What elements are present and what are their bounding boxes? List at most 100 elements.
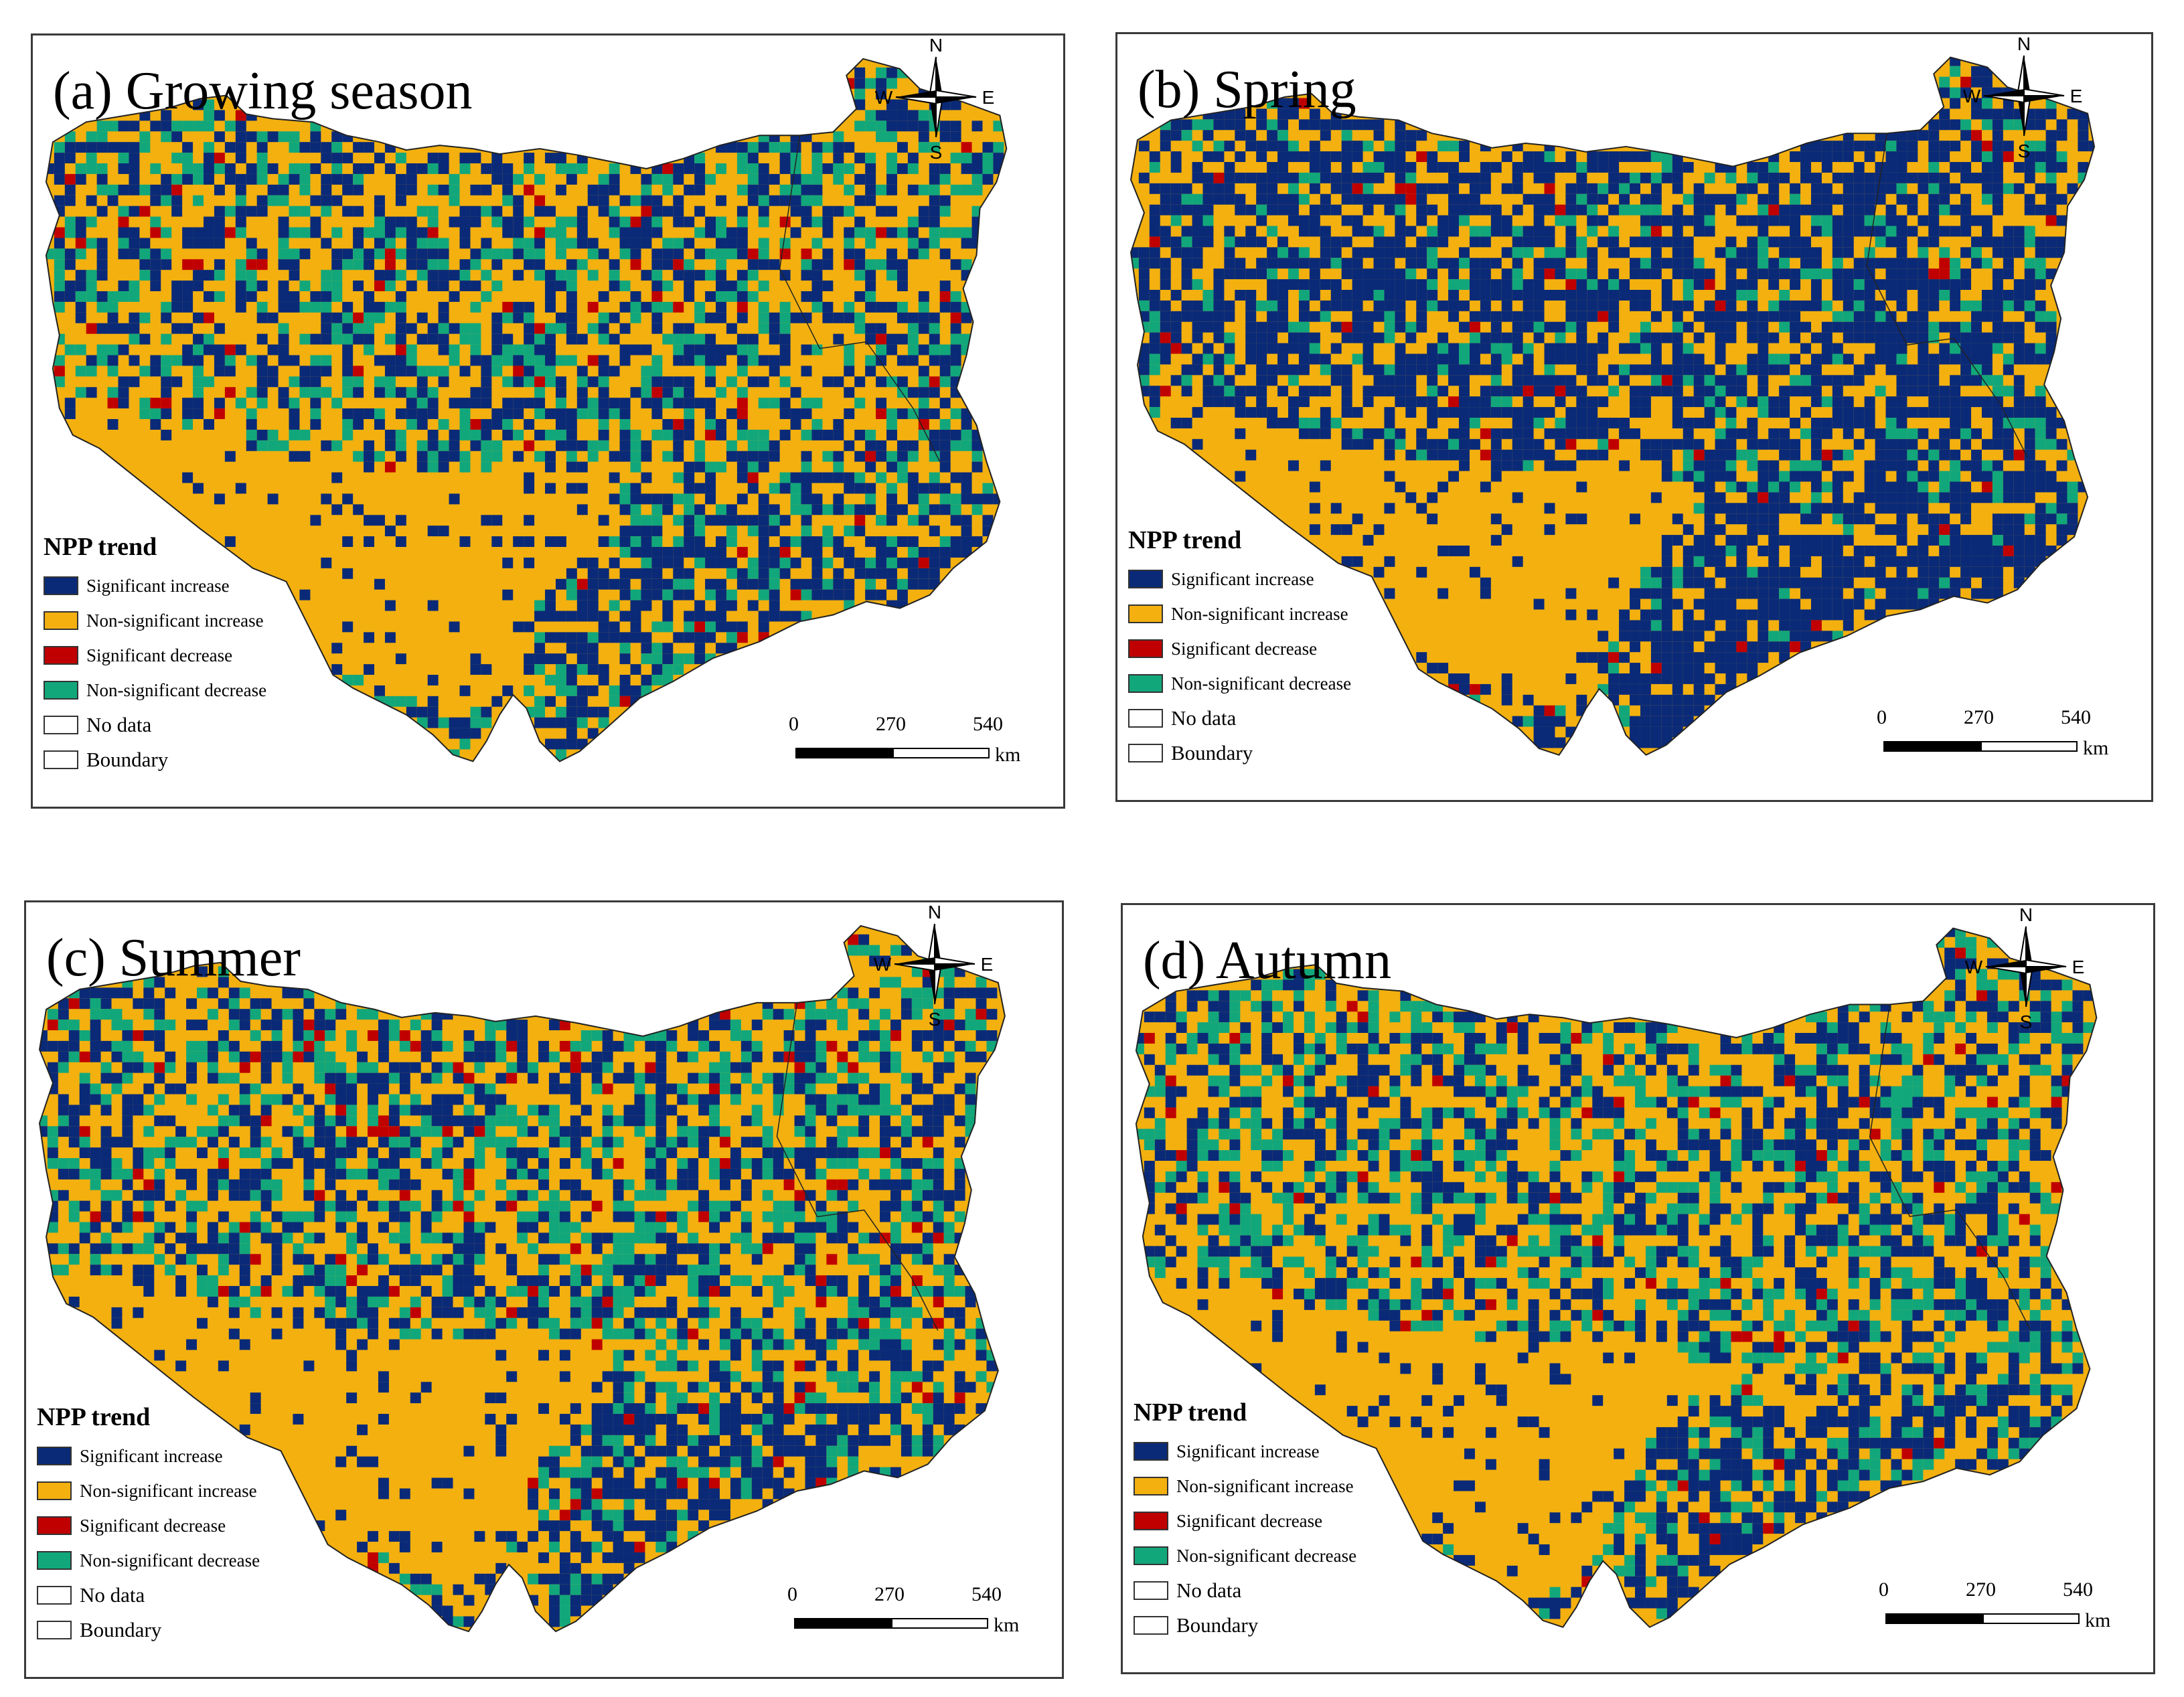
- scale-tick-label: 0: [789, 713, 799, 735]
- legend-label: Boundary: [1176, 1613, 1259, 1637]
- legend-title: NPP trend: [1134, 1398, 1247, 1427]
- scale-tick-label: 540: [2063, 1579, 2093, 1601]
- legend-label: No data: [1176, 1579, 1242, 1602]
- legend-label: Significant increase: [1176, 1441, 1320, 1461]
- scale-tick-label: 540: [2061, 706, 2091, 728]
- scale-bar: 0 270 540 km: [781, 1583, 1035, 1650]
- npp-trend-map: [1129, 56, 2096, 756]
- legend-item: Significant decrease: [44, 643, 331, 667]
- scale-unit: km: [995, 744, 1021, 766]
- scale-segment: [1885, 1613, 1982, 1624]
- legend-swatch: [37, 1621, 72, 1639]
- legend-label: No data: [1171, 706, 1237, 730]
- scale-segment: [891, 1618, 988, 1629]
- legend-label: Significant increase: [80, 1446, 223, 1466]
- panel-title: (d) Autumn: [1143, 931, 1392, 990]
- legend-swatch: [1128, 639, 1163, 658]
- legend-swatch: [37, 1481, 72, 1500]
- compass-label-n: N: [2019, 904, 2033, 925]
- legend-label: Significant increase: [86, 576, 230, 596]
- legend-swatch: [1134, 1546, 1168, 1565]
- panel-title: (a) Growing season: [53, 62, 473, 120]
- map-panel-spring: (b) Spring N S W E NPP trend Significant inc…: [1115, 32, 2153, 802]
- legend-item: Significant increase: [37, 1444, 325, 1468]
- internal-boundary: [1869, 1004, 2031, 1329]
- legend-swatch: [1128, 744, 1163, 762]
- scale-segment: [892, 748, 990, 758]
- legend-label: No data: [80, 1583, 145, 1607]
- legend-swatch: [44, 750, 78, 769]
- north-arrow-icon: N S W E: [1959, 904, 2093, 1034]
- panel-title: (b) Spring: [1138, 60, 1356, 119]
- legend-item: Significant decrease: [37, 1514, 325, 1538]
- legend-swatch: [1134, 1616, 1168, 1635]
- legend-label: Boundary: [80, 1618, 162, 1641]
- compass-label-w: W: [1963, 86, 1981, 106]
- legend: NPP trend Significant increase Non-signifi…: [1124, 526, 1412, 793]
- legend-label: Boundary: [86, 748, 169, 771]
- legend-label: Significant decrease: [1176, 1511, 1323, 1531]
- legend-title: NPP trend: [44, 533, 157, 561]
- legend-swatch: [1134, 1581, 1168, 1600]
- scale-unit: km: [2083, 737, 2109, 759]
- scale-tick-label: 270: [874, 1583, 905, 1605]
- compass-label-s: S: [929, 1009, 941, 1030]
- legend: NPP trend Significant increase Non-signifi…: [33, 1402, 321, 1670]
- legend-item: Non-significant increase: [37, 1479, 325, 1503]
- legend: NPP trend Significant increase Non-signifi…: [1129, 1398, 1417, 1666]
- compass-label-w: W: [875, 87, 893, 108]
- legend-title: NPP trend: [1128, 526, 1242, 554]
- scale-unit: km: [2085, 1609, 2111, 1631]
- legend-label: Non-significant increase: [86, 611, 264, 631]
- map-panel-growing-season: (a) Growing season N S W E NPP trend Signifi…: [31, 33, 1065, 809]
- legend-swatch: [1134, 1512, 1168, 1530]
- legend-label: Non-significant increase: [80, 1481, 257, 1501]
- map-panel-autumn: (d) Autumn N S W E NPP trend Significant inc…: [1121, 903, 2155, 1674]
- legend-label: Boundary: [1171, 741, 1253, 764]
- legend-item: Non-significant decrease: [1134, 1544, 1421, 1568]
- region-boundary: [1129, 56, 2096, 756]
- legend-item: No data: [37, 1583, 325, 1607]
- legend-swatch: [44, 611, 78, 630]
- north-arrow-icon: N S W E: [1957, 33, 2091, 163]
- compass-label-s: S: [2018, 141, 2031, 161]
- region-boundary: [38, 924, 1006, 1633]
- legend-swatch: [44, 646, 78, 665]
- legend-swatch: [44, 681, 78, 700]
- scale-bar: 0 270 540 km: [1870, 706, 2124, 773]
- compass-label-e: E: [981, 954, 994, 975]
- scale-segment: [795, 748, 892, 758]
- legend-swatch: [1128, 604, 1163, 623]
- legend-label: Significant decrease: [86, 645, 233, 665]
- legend-item: Boundary: [37, 1618, 325, 1642]
- compass-label-w: W: [874, 954, 892, 975]
- compass-label-s: S: [930, 142, 943, 163]
- scale-segment: [794, 1618, 891, 1629]
- legend-item: Boundary: [1128, 741, 1416, 765]
- legend: NPP trend Significant increase Non-signifi…: [40, 532, 327, 800]
- scale-unit: km: [994, 1614, 1020, 1636]
- legend-swatch: [44, 716, 78, 734]
- legend-item: Significant increase: [44, 574, 331, 598]
- legend-swatch: [1128, 674, 1163, 693]
- legend-item: Significant increase: [1134, 1439, 1421, 1463]
- scale-bar: 0 270 540 km: [782, 713, 1036, 780]
- compass-label-n: N: [2017, 33, 2031, 54]
- scale-segment: [1982, 1613, 2080, 1624]
- compass-label-e: E: [2070, 86, 2083, 106]
- legend-item: Boundary: [1134, 1613, 1421, 1637]
- north-arrow-icon: N S W E: [868, 902, 1002, 1031]
- legend-item: Significant decrease: [1128, 637, 1416, 661]
- scale-tick-label: 0: [1879, 1579, 1889, 1601]
- legend-item: Non-significant decrease: [44, 678, 331, 702]
- legend-swatch: [37, 1551, 72, 1570]
- legend-swatch: [37, 1447, 72, 1465]
- legend-item: Significant increase: [1128, 567, 1416, 591]
- scale-tick-label: 270: [876, 713, 906, 735]
- map-panel-summer: (c) Summer N S W E NPP trend Significant inc…: [24, 900, 1064, 1679]
- compass-label-e: E: [2072, 957, 2085, 977]
- scale-bar: 0 270 540 km: [1872, 1579, 2126, 1645]
- legend-swatch: [1128, 709, 1163, 728]
- legend-label: Non-significant decrease: [1171, 673, 1352, 694]
- legend-item: Non-significant decrease: [1128, 671, 1416, 696]
